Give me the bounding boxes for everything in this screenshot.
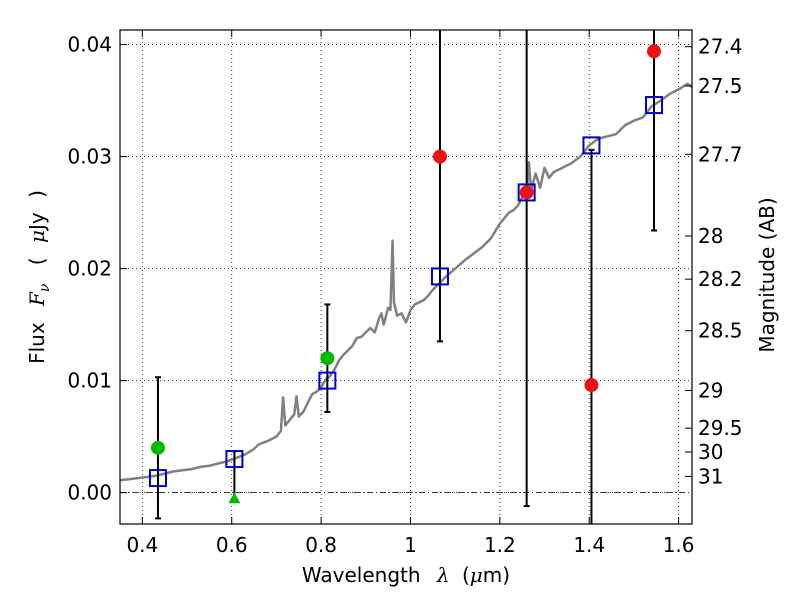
y-axis-label-unit-open: (: [25, 257, 49, 265]
x-tick-label: 1.4: [573, 533, 605, 557]
y-axis-label-unit-close: ): [25, 190, 49, 198]
nir-detection-point: [584, 378, 599, 393]
y2-tick-label: 29: [698, 378, 723, 402]
y2-tick-label: 28.2: [698, 267, 743, 291]
x-tick-label: 0.4: [126, 533, 158, 557]
y-tick-label: 0.00: [67, 481, 112, 505]
plot-frame: [119, 29, 693, 525]
y-axis-label: Flux Fν ( μJy ): [25, 190, 54, 364]
model-photometry-square: [318, 371, 337, 390]
y2-tick-label: 27.5: [698, 74, 743, 98]
y-tick-label: 0.01: [67, 369, 112, 393]
y-axis-label-symbol: F: [25, 291, 49, 307]
x-axis-label-unit-rest: m): [483, 563, 510, 587]
y2-axis-label: Magnitude (AB): [755, 197, 779, 352]
nir-detection-point: [519, 185, 534, 200]
optical-upper-limit-point: [228, 492, 241, 504]
x-axis-label-text: Wavelength: [302, 563, 421, 587]
y2-tick-label: 31: [698, 464, 723, 488]
nir-detection-point: [647, 44, 662, 59]
x-axis-label: Wavelength λ (μm): [302, 563, 510, 587]
y2-tick-label: 28: [698, 224, 723, 248]
y-tick-label: 0.02: [67, 257, 112, 281]
x-tick-label: 1.6: [663, 533, 695, 557]
y2-tick-label: 29.5: [698, 416, 743, 440]
model-photometry-square: [645, 96, 664, 115]
axes: [119, 29, 693, 525]
model-spectrum-line: [119, 82, 693, 482]
y-tick-label: 0.03: [67, 145, 112, 169]
y2-tick-label: 27.7: [698, 142, 743, 166]
y-axis-label-unit-rest: Jy: [25, 212, 49, 232]
nir-detection-point: [432, 149, 447, 164]
y-axis-label-text: Flux: [25, 322, 49, 364]
x-axis-label-symbol: λ: [436, 563, 450, 587]
model-photometry-square: [148, 469, 167, 488]
tick-labels: 0.4 0.6 0.8 1 1.2 1.4 1.6 0.00 0.01 0.02 0.03 0.04 2…: [67, 33, 742, 557]
errorbar-group: [154, 30, 658, 524]
model-photometry-square: [225, 450, 244, 469]
y-axis-label-subscript: ν: [37, 283, 53, 292]
model-photometry-square: [582, 136, 601, 155]
grid: [120, 30, 692, 524]
x-tick-label: 1.2: [484, 533, 516, 557]
x-axis-label-unit-mu: μ: [470, 563, 483, 587]
y2-tick-label: 30: [698, 440, 723, 464]
marker-group: [148, 44, 664, 504]
optical-detection-point: [320, 351, 335, 366]
x-tick-label: 1: [404, 533, 417, 557]
y2-tick-label: 27.4: [698, 35, 743, 59]
optical-detection-point: [150, 440, 165, 455]
x-axis-label-unit-open: (: [462, 563, 470, 587]
y2-tick-label: 28.5: [698, 319, 743, 343]
y-tick-label: 0.04: [67, 33, 112, 57]
model-photometry-square: [430, 267, 449, 286]
x-tick-label: 0.6: [216, 533, 248, 557]
model-photometry-square: [517, 183, 536, 202]
y-axis-label-unit-mu: μ: [25, 230, 49, 243]
x-tick-label: 0.8: [305, 533, 337, 557]
model-spectrum-group: [119, 82, 693, 482]
